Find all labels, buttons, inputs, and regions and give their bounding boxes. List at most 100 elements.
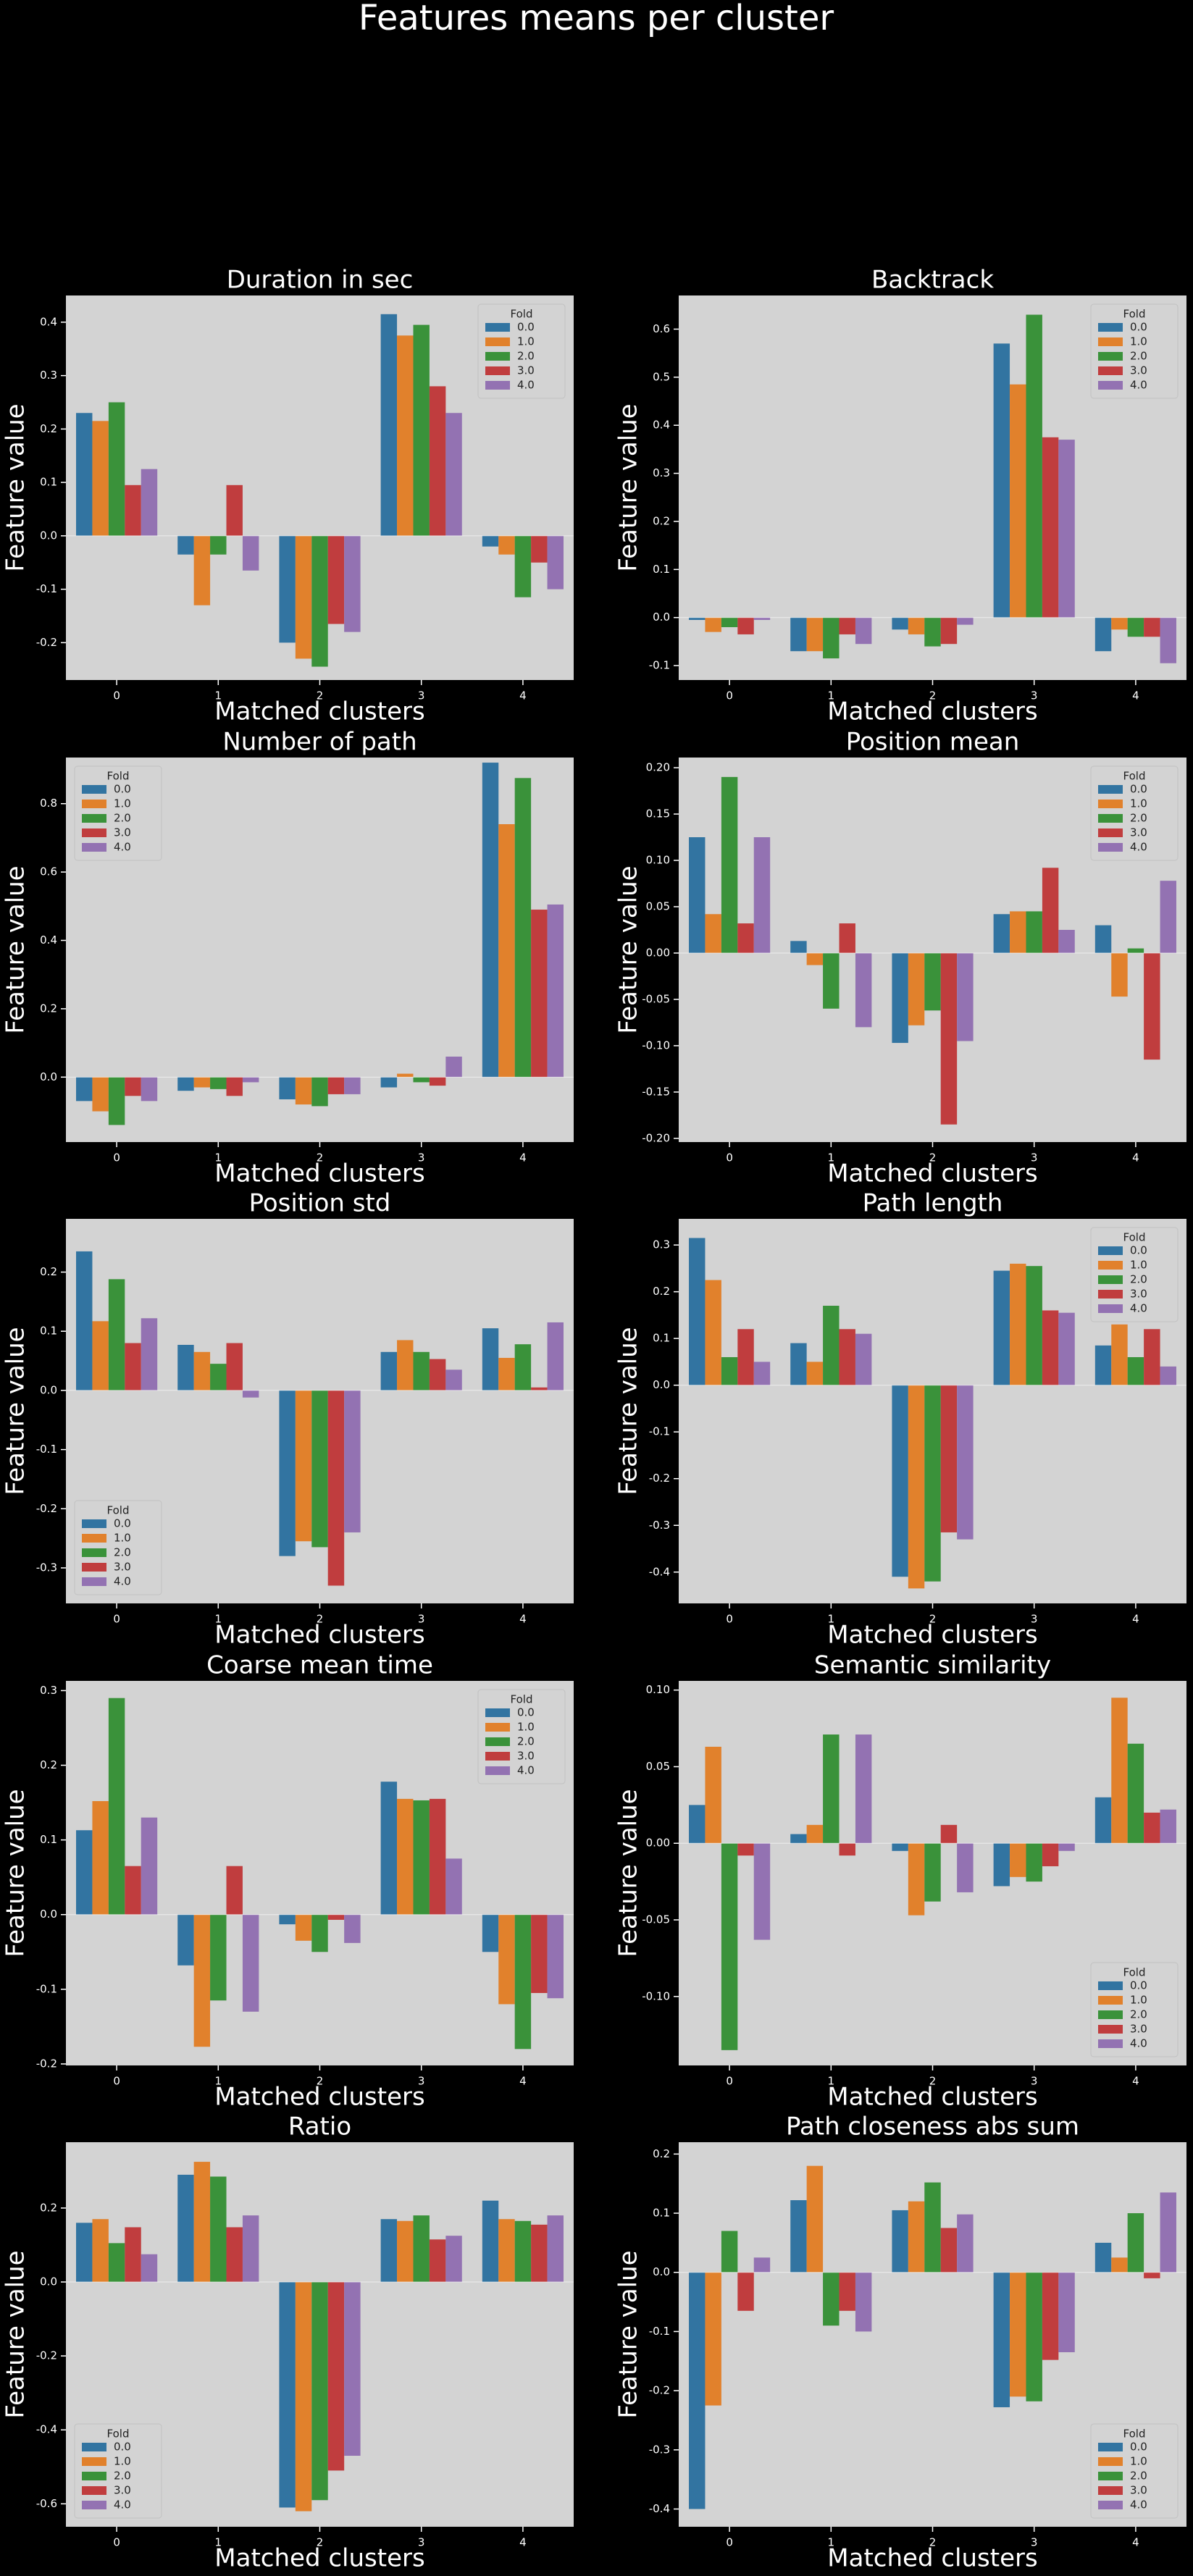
bar (514, 535, 532, 597)
bar (892, 617, 908, 630)
bar (482, 763, 499, 1078)
chart-title: Path length (863, 1189, 1003, 1218)
bar (790, 941, 807, 953)
bar (514, 778, 532, 1078)
bar (721, 1843, 738, 2050)
bar (397, 2220, 414, 2282)
y-tick-label: -0.3 (36, 1561, 57, 1574)
x-axis-label: Matched clusters (214, 1621, 424, 1650)
bar (76, 1830, 93, 1915)
x-axis-label: Matched clusters (827, 2083, 1037, 2112)
legend-title: Fold (1123, 1231, 1146, 1244)
bar (344, 535, 361, 632)
bar (226, 1866, 243, 1915)
x-tick-label: 0 (726, 2536, 733, 2549)
legend-label: 2.0 (114, 1546, 131, 1559)
bar (1026, 2272, 1042, 2401)
legend-swatch (1098, 2501, 1123, 2509)
bar (76, 413, 93, 536)
y-tick-label: -0.05 (642, 1913, 670, 1926)
y-tick-label: 0.0 (40, 1070, 57, 1083)
bar (993, 343, 1010, 618)
bar (1111, 1698, 1128, 1844)
bar (957, 617, 974, 625)
y-tick-label: -0.05 (642, 992, 670, 1005)
bar (721, 2231, 738, 2273)
bar (380, 2219, 398, 2282)
bar (1111, 952, 1128, 997)
legend-swatch (1098, 2025, 1123, 2034)
bar (514, 1344, 532, 1390)
legend-title: Fold (511, 308, 533, 321)
bar (226, 484, 243, 536)
x-tick-label: 2 (317, 1151, 324, 1165)
bar (531, 1387, 548, 1390)
bar (908, 2201, 925, 2273)
bar (823, 1306, 840, 1385)
bar (839, 617, 855, 634)
y-tick-label: -0.20 (642, 1131, 670, 1144)
bar (210, 1914, 227, 2001)
legend-label: 0.0 (114, 2441, 131, 2454)
x-tick-label: 2 (929, 1613, 937, 1626)
bar (413, 1077, 430, 1083)
y-tick-label: 0.8 (40, 797, 57, 810)
legend-swatch (1098, 800, 1123, 808)
bar (92, 2219, 109, 2282)
y-tick-label: -0.1 (649, 659, 670, 672)
bar (397, 1340, 414, 1390)
y-tick-label: 0.1 (653, 2207, 670, 2220)
legend-label: 3.0 (517, 1750, 535, 1763)
legend-label: 2.0 (114, 812, 131, 825)
legend-label: 0.0 (517, 1706, 535, 1719)
bar (823, 952, 840, 1009)
bar (1111, 2257, 1128, 2273)
bar (1127, 948, 1144, 953)
legend-swatch (485, 337, 510, 346)
legend-swatch (1098, 1275, 1123, 1284)
y-tick-label: 0.2 (40, 422, 57, 435)
x-tick-label: 4 (1132, 1613, 1139, 1626)
bar (806, 1362, 824, 1385)
bar (327, 1390, 345, 1586)
bar (839, 2272, 855, 2311)
bar (210, 1364, 227, 1390)
bar (1058, 440, 1075, 618)
x-tick-label: 2 (929, 1151, 937, 1165)
x-tick-label: 1 (828, 1613, 835, 1626)
y-tick-label: 0.10 (646, 1683, 670, 1696)
x-tick-label: 1 (215, 2536, 222, 2549)
bar (737, 923, 754, 953)
legend-label: 0.0 (1130, 321, 1147, 334)
bar (76, 1251, 93, 1390)
legend-swatch (1098, 2472, 1123, 2480)
bar (344, 2281, 361, 2456)
x-tick-label: 2 (317, 2536, 324, 2549)
y-tick-label: 0.2 (653, 2147, 670, 2160)
bar (242, 1077, 259, 1083)
bar (429, 2239, 446, 2282)
bar (806, 952, 824, 965)
bar (125, 2227, 141, 2282)
bar (531, 2224, 548, 2282)
bar (1111, 1324, 1128, 1385)
bar (547, 904, 564, 1078)
bar (177, 535, 194, 555)
bar (924, 1843, 941, 1902)
bar (193, 535, 211, 605)
x-tick-label: 4 (1132, 2536, 1139, 2549)
bar (753, 2257, 771, 2273)
legend-label: 1.0 (1130, 797, 1147, 810)
x-tick-label: 0 (726, 689, 733, 702)
bar (92, 1801, 109, 1915)
bar (721, 617, 738, 627)
legend-swatch (485, 1708, 510, 1717)
y-tick-label: 0.0 (40, 1908, 57, 1921)
y-tick-label: -0.1 (649, 1425, 670, 1438)
bar (790, 1343, 807, 1385)
bar (125, 484, 141, 536)
x-tick-label: 3 (1031, 1151, 1038, 1165)
bar (482, 1328, 499, 1390)
legend-swatch (1098, 323, 1123, 332)
bar (705, 914, 721, 953)
